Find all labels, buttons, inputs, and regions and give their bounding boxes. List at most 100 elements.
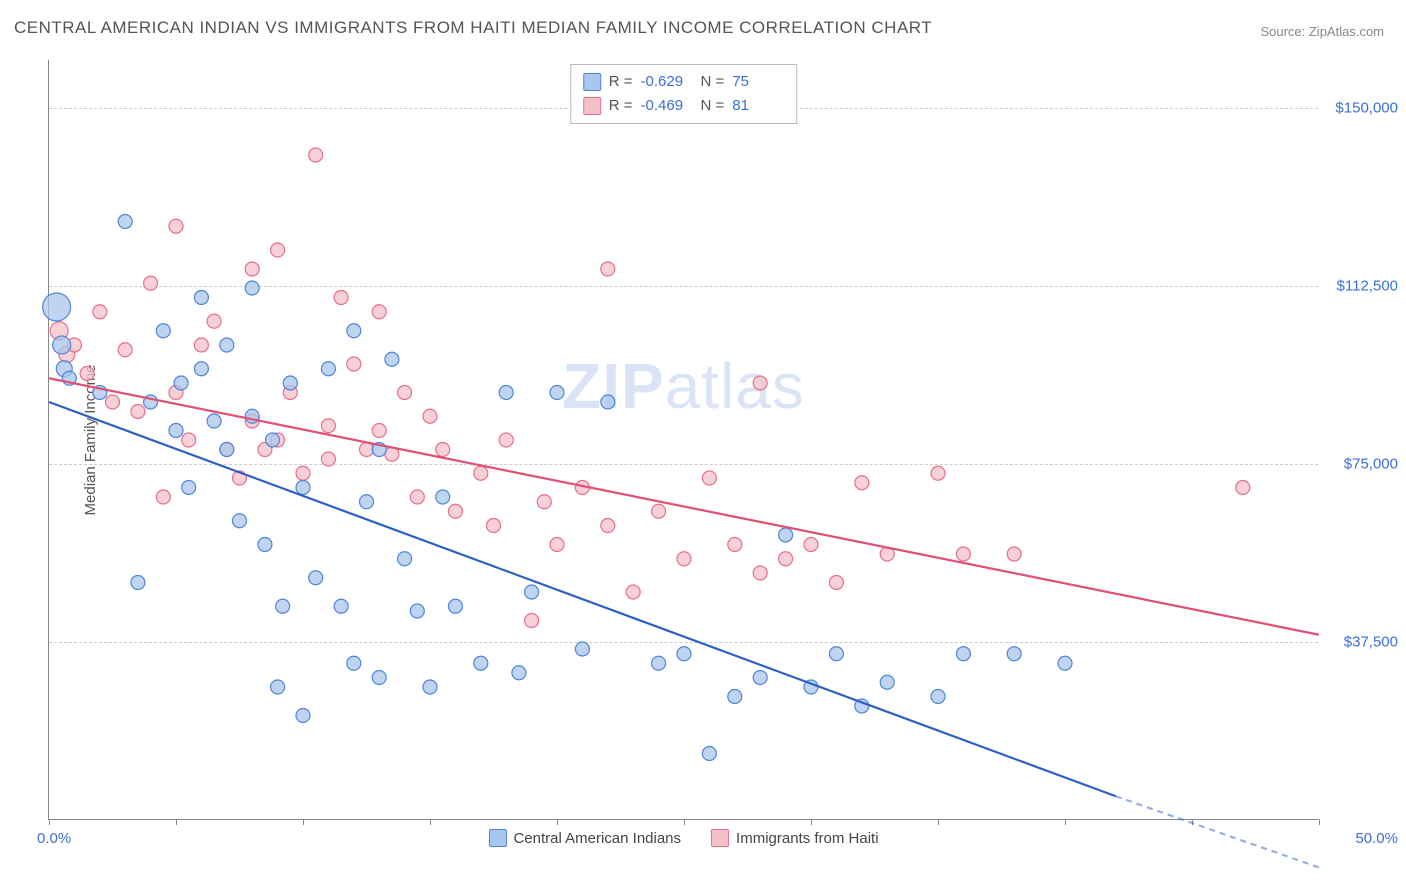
x-tick (303, 819, 304, 825)
data-point (156, 490, 170, 504)
data-point (131, 576, 145, 590)
r-value-0: -0.629 (641, 70, 693, 94)
data-point (702, 747, 716, 761)
data-point (182, 433, 196, 447)
data-point (537, 495, 551, 509)
data-point (131, 405, 145, 419)
x-tick (1065, 819, 1066, 825)
x-tick (49, 819, 50, 825)
data-point (372, 671, 386, 685)
data-point (652, 504, 666, 518)
data-point (410, 490, 424, 504)
data-point (194, 362, 208, 376)
data-point (753, 671, 767, 685)
x-axis-min-label: 0.0% (37, 830, 71, 847)
data-point (360, 495, 374, 509)
data-point (702, 471, 716, 485)
swatch-series-1 (583, 97, 601, 115)
data-point (601, 395, 615, 409)
data-point (283, 376, 297, 390)
data-point (43, 293, 71, 321)
data-point (601, 262, 615, 276)
data-point (106, 395, 120, 409)
data-point (321, 362, 335, 376)
legend-item-0: Central American Indians (488, 829, 681, 847)
data-point (525, 614, 539, 628)
data-point (626, 585, 640, 599)
data-point (309, 148, 323, 162)
data-point (1058, 656, 1072, 670)
legend-series: Central American Indians Immigrants from… (488, 829, 878, 847)
data-point (550, 538, 564, 552)
data-point (169, 424, 183, 438)
x-tick (938, 819, 939, 825)
data-point (334, 599, 348, 613)
data-point (804, 538, 818, 552)
x-tick (1319, 819, 1320, 825)
data-point (855, 476, 869, 490)
data-point (956, 647, 970, 661)
data-point (398, 386, 412, 400)
x-tick (557, 819, 558, 825)
data-point (53, 336, 71, 354)
data-point (512, 666, 526, 680)
data-point (296, 466, 310, 480)
legend-row-series-0: R = -0.629 N = 75 (583, 70, 785, 94)
data-point (233, 514, 247, 528)
data-point (448, 599, 462, 613)
swatch-bottom-1 (711, 829, 729, 847)
data-point (499, 433, 513, 447)
data-point (245, 281, 259, 295)
x-tick (811, 819, 812, 825)
data-point (779, 528, 793, 542)
r-value-1: -0.469 (641, 94, 693, 118)
data-point (347, 656, 361, 670)
data-point (258, 538, 272, 552)
data-point (880, 675, 894, 689)
series-name-1: Immigrants from Haiti (736, 830, 879, 847)
data-point (474, 466, 488, 480)
data-point (753, 376, 767, 390)
data-point (829, 576, 843, 590)
source-label: Source: ZipAtlas.com (1260, 24, 1384, 39)
x-tick (684, 819, 685, 825)
data-point (385, 352, 399, 366)
trend-line (49, 378, 1319, 635)
data-point (601, 519, 615, 533)
data-point (220, 443, 234, 457)
data-point (144, 276, 158, 290)
y-tick-label: $37,500 (1323, 633, 1398, 650)
data-point (93, 305, 107, 319)
scatter-plot (49, 60, 1318, 819)
data-point (728, 690, 742, 704)
data-point (652, 656, 666, 670)
data-point (194, 291, 208, 305)
r-label-0: R = (609, 70, 633, 94)
n-value-1: 81 (732, 94, 784, 118)
data-point (677, 647, 691, 661)
data-point (207, 314, 221, 328)
data-point (266, 433, 280, 447)
chart-title: CENTRAL AMERICAN INDIAN VS IMMIGRANTS FR… (14, 18, 932, 38)
data-point (169, 219, 183, 233)
data-point (956, 547, 970, 561)
data-point (436, 490, 450, 504)
n-label-0: N = (701, 70, 725, 94)
data-point (296, 709, 310, 723)
data-point (372, 424, 386, 438)
data-point (728, 538, 742, 552)
legend-row-series-1: R = -0.469 N = 81 (583, 94, 785, 118)
data-point (309, 571, 323, 585)
data-point (245, 262, 259, 276)
data-point (575, 642, 589, 656)
data-point (474, 656, 488, 670)
data-point (321, 452, 335, 466)
data-point (410, 604, 424, 618)
data-point (271, 680, 285, 694)
data-point (360, 443, 374, 457)
data-point (174, 376, 188, 390)
r-label-1: R = (609, 94, 633, 118)
data-point (436, 443, 450, 457)
data-point (156, 324, 170, 338)
data-point (207, 414, 221, 428)
